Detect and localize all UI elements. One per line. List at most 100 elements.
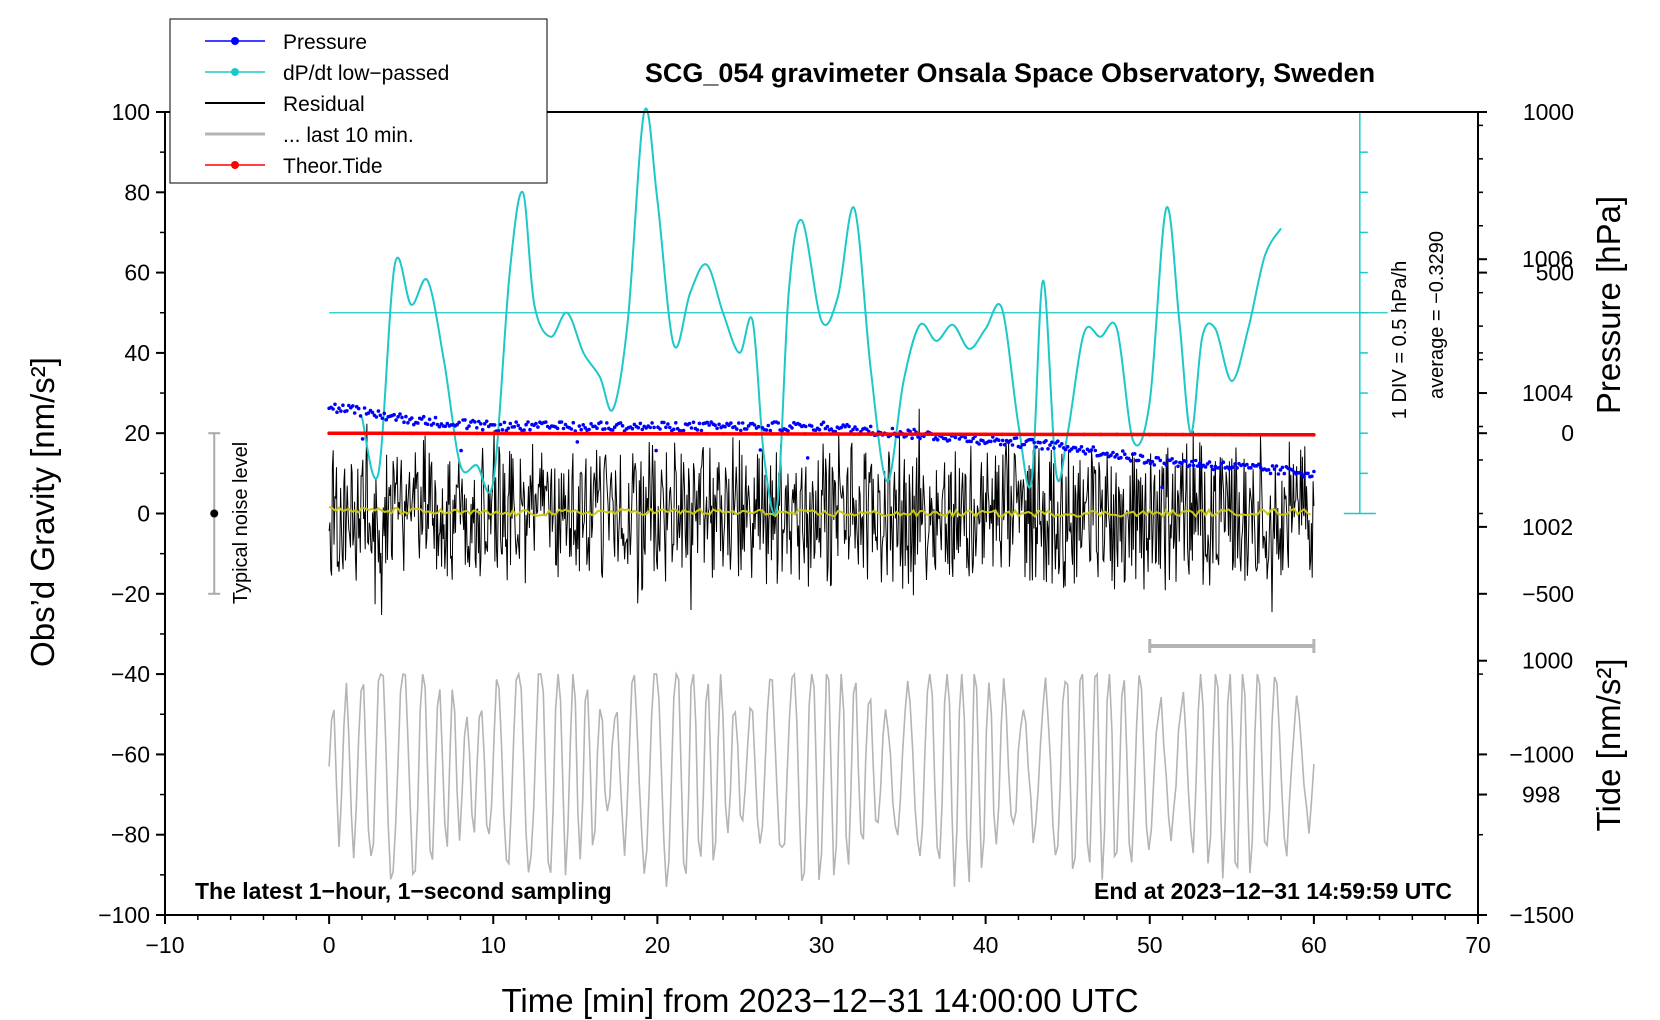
y-tick-label: 0 (137, 501, 150, 527)
pressure-point (526, 420, 530, 424)
pressure-point (829, 427, 834, 431)
pressure-point (421, 414, 426, 419)
pressure-point (650, 421, 654, 425)
pressure-point (1052, 446, 1056, 450)
tide-point (1230, 432, 1234, 437)
pressure-point (516, 423, 520, 428)
pressure-point (1083, 452, 1088, 456)
pressure-point (1000, 438, 1005, 443)
pressure-point (1235, 466, 1239, 470)
pressure-point (705, 420, 710, 425)
pressure-point (1073, 446, 1078, 450)
pressure-point (1093, 448, 1098, 453)
pressure-point (1188, 463, 1192, 468)
tide-point (852, 432, 857, 436)
pressure-point (1132, 452, 1137, 456)
pressure-point (406, 421, 410, 425)
tide-point (1197, 432, 1201, 437)
tide-point (573, 431, 578, 436)
pressure-point (352, 411, 357, 415)
pressure-point (735, 427, 739, 431)
pressure-point (1048, 443, 1052, 447)
pressure-point (1121, 449, 1125, 453)
pressure-point (583, 426, 587, 430)
tide-point (425, 431, 430, 436)
pressure-point (473, 420, 477, 424)
pressure-point (717, 422, 721, 427)
tide-point (1033, 432, 1037, 437)
pressure-point (1302, 474, 1306, 479)
pressure-tick-label: 1000 (1522, 648, 1573, 674)
pressure-point (374, 415, 379, 419)
pressure-point (851, 427, 855, 432)
pressure-point (577, 424, 582, 428)
pressure-point (1008, 438, 1013, 443)
tide-point (671, 431, 676, 436)
pressure-point (805, 456, 810, 460)
pressure-point (475, 426, 479, 430)
pressure-point (1089, 448, 1094, 452)
pressure-point (378, 413, 383, 418)
pressure-point (689, 426, 694, 430)
pressure-point (502, 420, 507, 425)
tide-point (1295, 432, 1300, 437)
pressure-point (1217, 466, 1222, 470)
pressure-point (847, 424, 851, 429)
tide-point (918, 432, 922, 436)
pressure-point (1158, 458, 1163, 463)
pressure-point (739, 428, 743, 433)
pressure-point (803, 424, 808, 429)
pressure-point (498, 422, 503, 427)
tide-point (983, 432, 988, 437)
pressure-point (575, 440, 580, 444)
pressure-point (786, 429, 790, 433)
pressure-point (333, 402, 337, 407)
pressure-point (1245, 462, 1249, 467)
pressure-point (918, 436, 922, 441)
pressure-point (658, 427, 662, 431)
pressure-point (394, 418, 398, 422)
pressure-point (534, 421, 538, 426)
pressure-point (512, 425, 517, 429)
tide-point (1082, 432, 1086, 437)
tide-point (754, 432, 758, 436)
pressure-point (766, 423, 771, 428)
pressure-point (563, 422, 568, 427)
pressure-point (555, 426, 560, 431)
pressure-point (1081, 449, 1086, 454)
pressure-point (1022, 442, 1027, 447)
pressure-point (681, 428, 686, 433)
pressure-point (380, 416, 385, 421)
pressure-point (459, 448, 463, 453)
pressure-point (544, 420, 548, 424)
legend-item-tide: Theor.Tide (205, 155, 383, 178)
pressure-point (341, 403, 345, 408)
tide-point (540, 431, 545, 436)
pressure-point (744, 427, 749, 431)
pressure-point (482, 422, 487, 426)
pressure-tick-label: 1002 (1522, 514, 1573, 540)
pressure-point (443, 424, 448, 429)
legend-pressure-label: Pressure (283, 31, 367, 54)
pressure-point (595, 426, 599, 431)
tide-tick-label: 0 (1561, 420, 1574, 446)
pressure-point (1060, 442, 1064, 446)
pressure-point (1256, 462, 1261, 467)
pressure-point (522, 428, 526, 432)
tide-point (606, 431, 610, 436)
pressure-point (351, 404, 355, 408)
pressure-series (327, 402, 1316, 490)
pressure-point (890, 426, 895, 431)
tide-point (1262, 432, 1267, 437)
y-tick-label: 20 (124, 420, 150, 446)
noise-bar-center-dot (210, 509, 219, 518)
pressure-point (630, 426, 635, 431)
pressure-point (957, 437, 962, 441)
pressure-point (740, 421, 745, 425)
pressure-point (1233, 462, 1237, 466)
legend-pressure-dot (231, 37, 239, 45)
y-tick-label: 100 (112, 99, 150, 125)
tide-point (786, 432, 791, 436)
x-tick-label: 60 (1301, 932, 1327, 958)
legend-tide-dot (231, 161, 239, 169)
